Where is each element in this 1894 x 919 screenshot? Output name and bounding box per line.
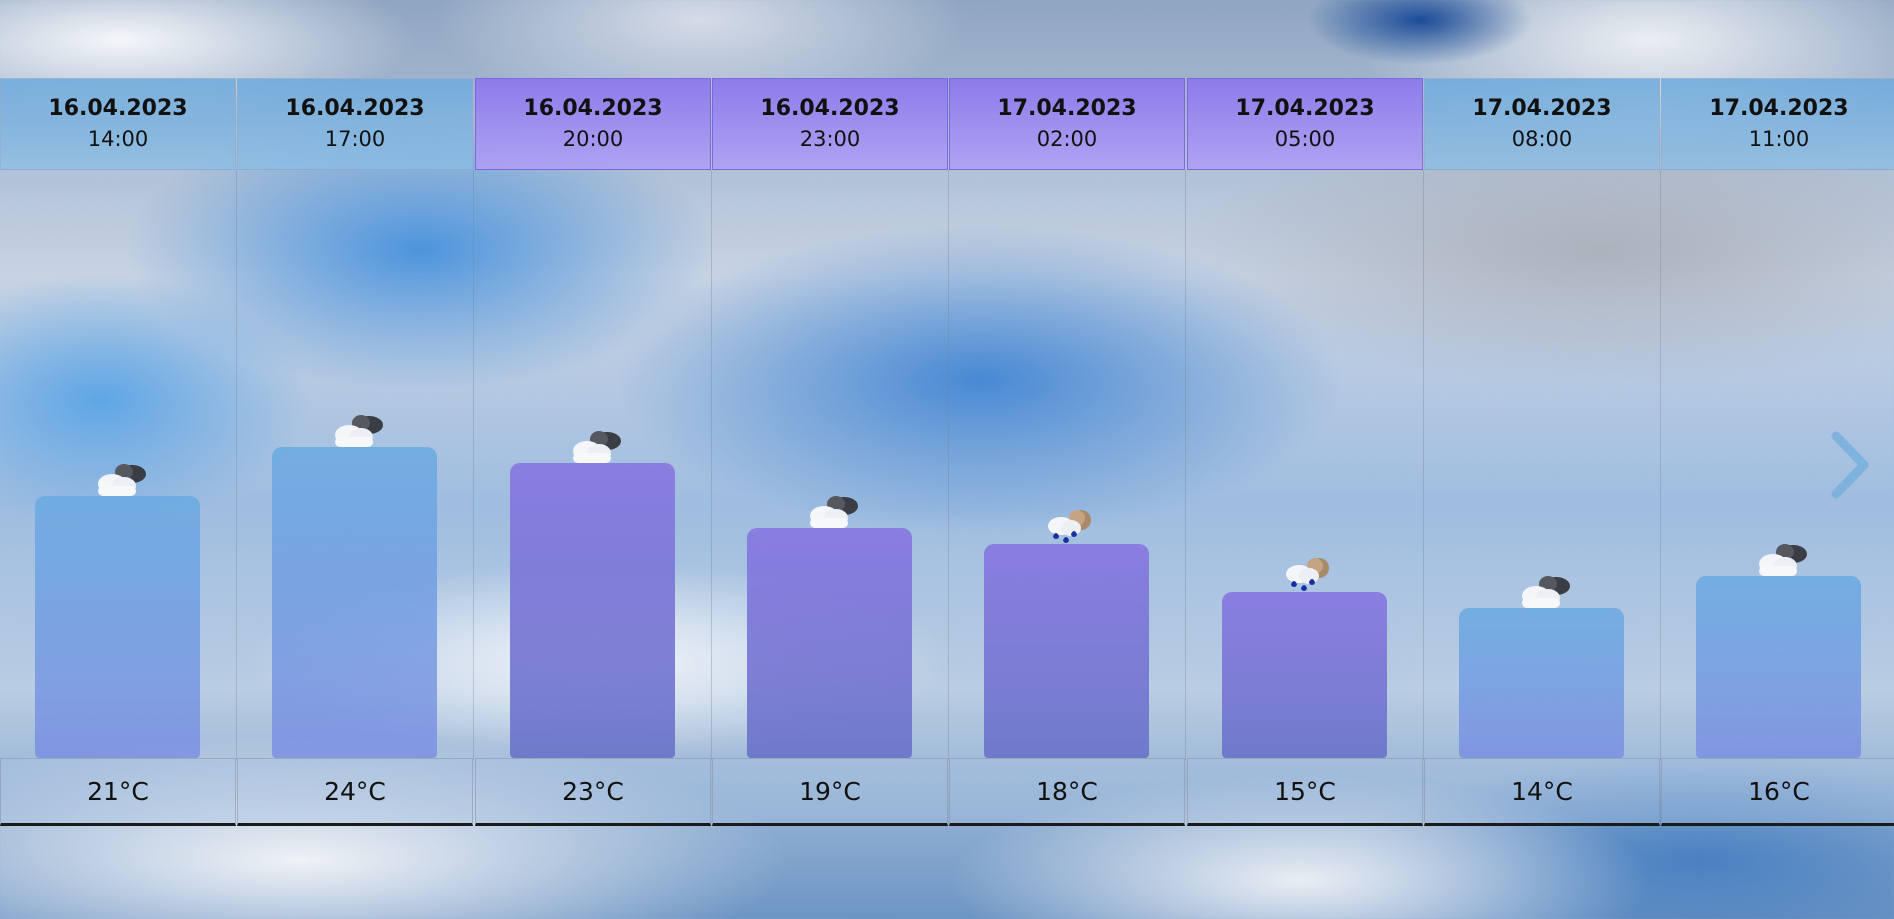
forecast-column: 16.04.2023 23:00 19°C [712,78,949,826]
forecast-time: 08:00 [1511,127,1573,151]
temperature-label: 15°C [1187,758,1423,826]
temperature-label: 16°C [1661,758,1894,826]
temperature-bar[interactable] [35,496,200,758]
forecast-column: 17.04.2023 08:00 14°C [1424,78,1661,826]
forecast-column: 17.04.2023 05:00 15°C [1187,78,1424,826]
temperature-bar[interactable] [984,544,1149,758]
forecast-header[interactable]: 16.04.2023 17:00 [237,78,473,170]
forecast-header[interactable]: 17.04.2023 02:00 [949,78,1185,170]
cloud-moon-icon [800,490,864,534]
temperature-bar[interactable] [1459,608,1624,758]
forecast-time: 23:00 [799,127,861,151]
forecast-time: 20:00 [562,127,624,151]
forecast-column: 16.04.2023 14:00 21°C [0,78,237,826]
rain-moon-icon [1275,554,1339,598]
forecast-date: 16.04.2023 [48,96,188,121]
forecast-column: 16.04.2023 17:00 24°C [237,78,474,826]
forecast-time: 14:00 [87,127,149,151]
temperature-label: 21°C [0,758,236,826]
chevron-right-icon [1831,431,1869,499]
forecast-column: 17.04.2023 02:00 18°C [949,78,1186,826]
forecast-date: 17.04.2023 [1235,96,1375,121]
forecast-header[interactable]: 16.04.2023 14:00 [0,78,236,170]
forecast-time: 05:00 [1274,127,1336,151]
partly-cloudy-icon [88,458,152,502]
temperature-label: 19°C [712,758,948,826]
temperature-label: 18°C [949,758,1185,826]
forecast-header[interactable]: 17.04.2023 11:00 [1661,78,1894,170]
rain-moon-icon [1037,506,1101,550]
next-page-button[interactable] [1826,430,1874,500]
forecast-header[interactable]: 16.04.2023 20:00 [475,78,711,170]
temperature-label: 24°C [237,758,473,826]
temperature-bar[interactable] [1696,576,1861,758]
forecast-time: 17:00 [324,127,386,151]
forecast-date: 16.04.2023 [285,96,425,121]
temperature-bar[interactable] [747,528,912,758]
forecast-header[interactable]: 17.04.2023 08:00 [1424,78,1660,170]
temperature-label: 23°C [475,758,711,826]
temperature-bar[interactable] [1222,592,1387,758]
cloud-moon-icon [563,425,627,469]
partly-cloudy-icon [325,409,389,453]
forecast-column: 17.04.2023 11:00 16°C [1661,78,1894,826]
temperature-label: 14°C [1424,758,1660,826]
forecast-time: 02:00 [1036,127,1098,151]
forecast-date: 16.04.2023 [760,96,900,121]
forecast-date: 17.04.2023 [997,96,1137,121]
partly-cloudy-icon [1749,538,1813,582]
temperature-bar[interactable] [510,463,675,758]
forecast-date: 17.04.2023 [1472,96,1612,121]
forecast-header[interactable]: 17.04.2023 05:00 [1187,78,1423,170]
temperature-bar[interactable] [272,447,437,758]
partly-cloudy-icon [1512,570,1576,614]
forecast-column: 16.04.2023 20:00 23°C [475,78,712,826]
forecast-date: 16.04.2023 [523,96,663,121]
forecast-header[interactable]: 16.04.2023 23:00 [712,78,948,170]
forecast-date: 17.04.2023 [1709,96,1849,121]
forecast-time: 11:00 [1748,127,1810,151]
